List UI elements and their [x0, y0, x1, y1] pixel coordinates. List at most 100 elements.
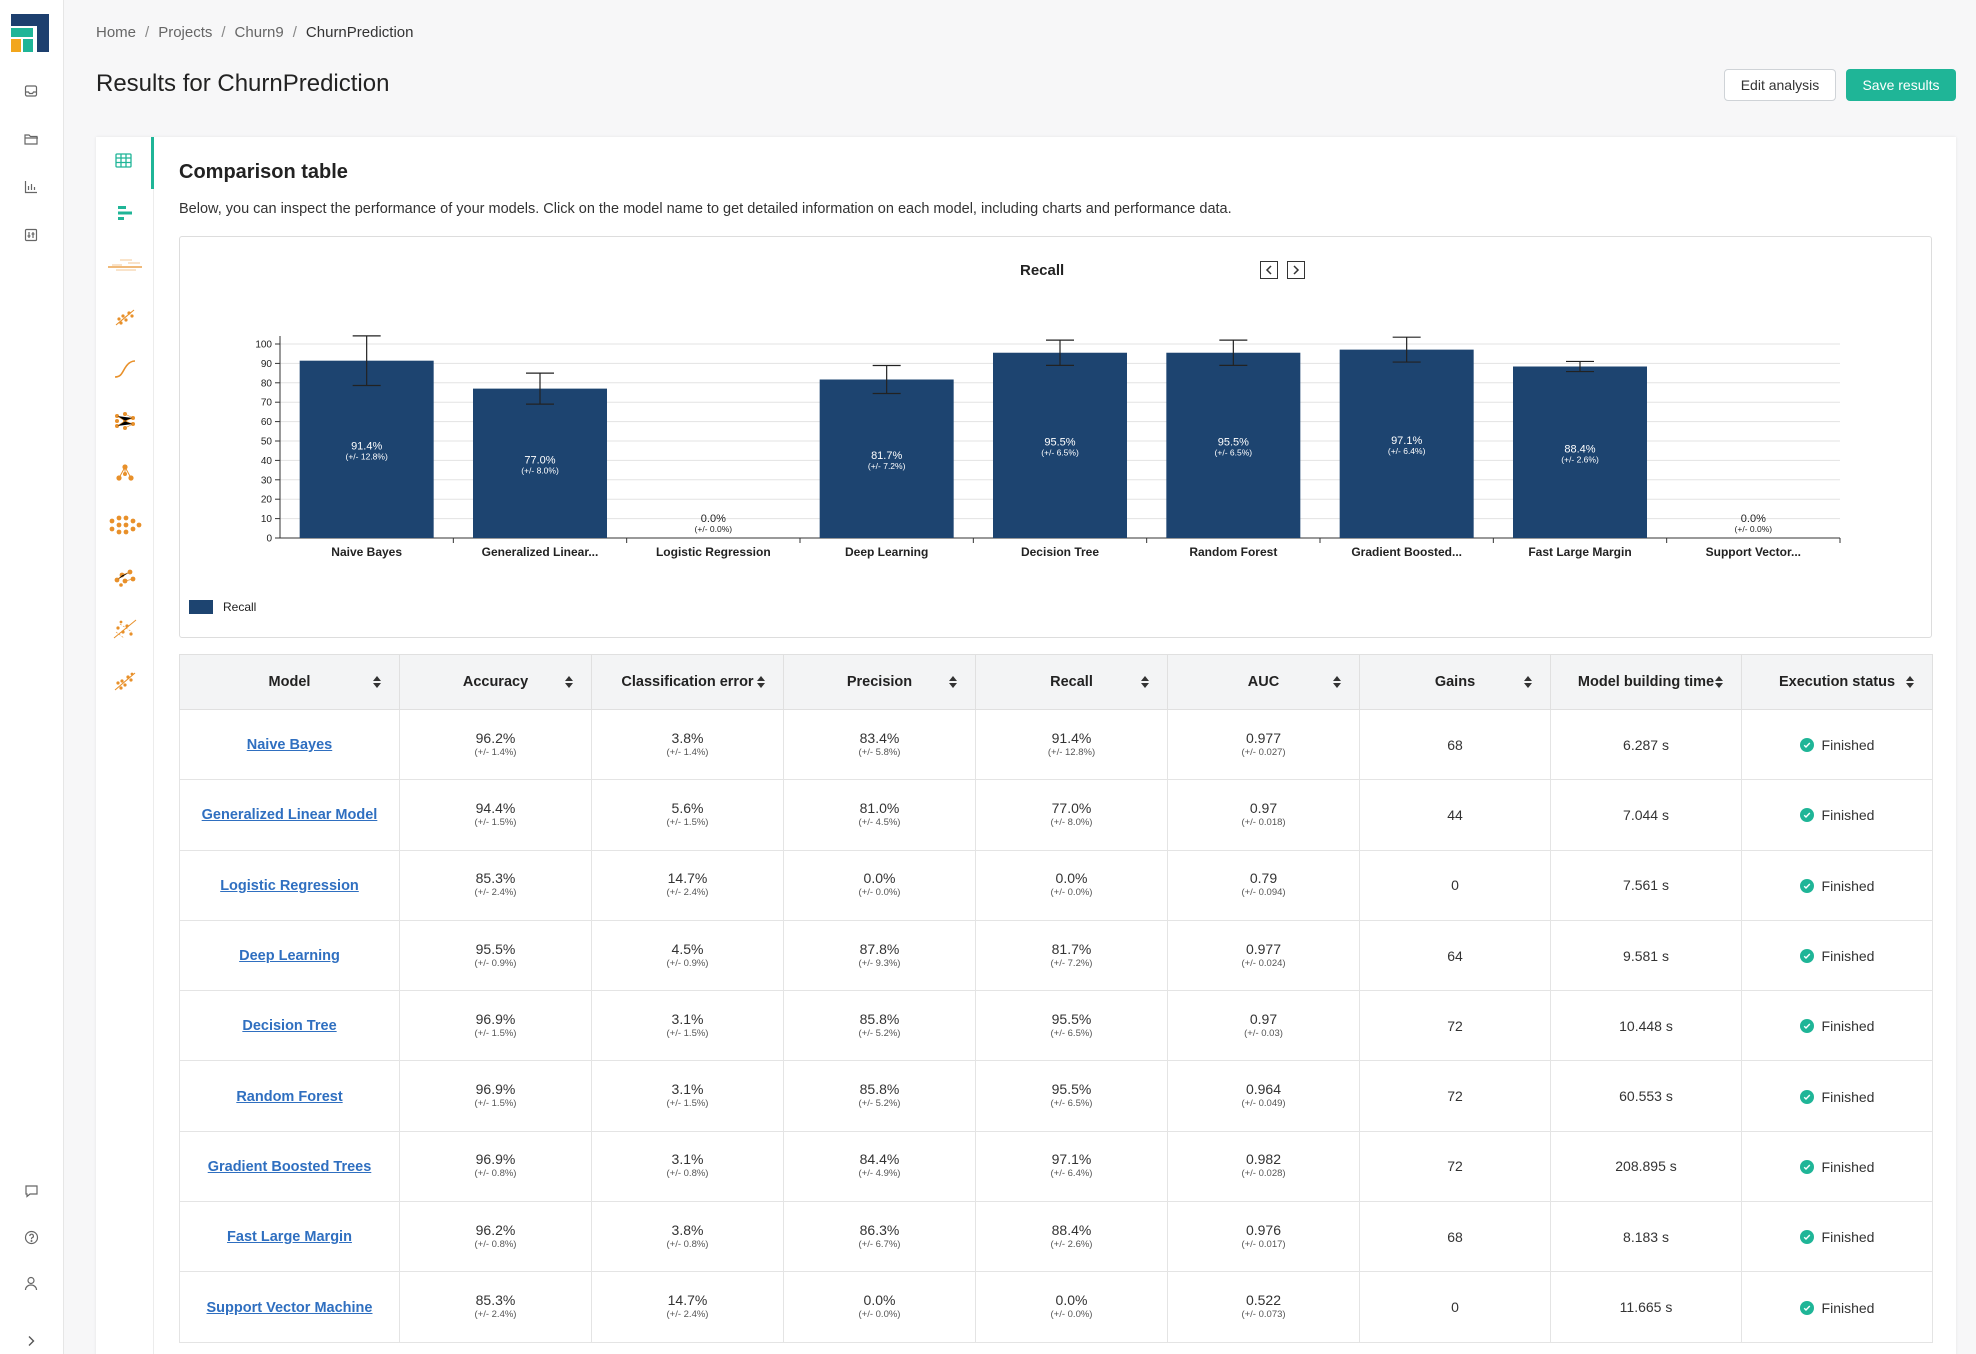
data-label: 91.4%: [351, 440, 382, 452]
inbox-icon[interactable]: [20, 80, 42, 102]
tab-tree[interactable]: [96, 449, 154, 501]
column-header-model[interactable]: Model: [179, 654, 400, 710]
status-text: Finished: [1821, 807, 1875, 824]
sliders-icon[interactable]: [20, 224, 42, 246]
chart-prev-button[interactable]: [1260, 261, 1278, 279]
model-link[interactable]: Support Vector Machine: [206, 1299, 373, 1316]
column-header-auc[interactable]: AUC: [1167, 654, 1360, 710]
sort-icon[interactable]: [373, 676, 381, 688]
column-header-label: Model: [268, 674, 311, 690]
chart-next-button[interactable]: [1287, 261, 1305, 279]
breadcrumb-project[interactable]: Churn9: [234, 24, 284, 41]
breadcrumb-projects[interactable]: Projects: [158, 24, 213, 41]
feedback-icon[interactable]: [20, 1180, 42, 1202]
table-row: Generalized Linear Model 94.4% (+/- 1.5%) 5…: [179, 779, 1933, 851]
tab-network[interactable]: [96, 397, 154, 449]
auc-cell: 0.977 (+/- 0.024): [1167, 919, 1360, 992]
gains-value: 72: [1447, 1088, 1463, 1105]
accuracy-cell: 96.9% (+/- 1.5%): [399, 1060, 592, 1132]
y-tick-label: 10: [261, 514, 273, 525]
model-link[interactable]: Decision Tree: [242, 1018, 337, 1035]
app-logo[interactable]: [11, 14, 49, 52]
model-link[interactable]: Deep Learning: [239, 948, 340, 965]
edit-analysis-button[interactable]: Edit analysis: [1724, 69, 1836, 101]
gains-value: 68: [1447, 736, 1463, 753]
column-header-accuracy[interactable]: Accuracy: [399, 654, 592, 710]
sort-icon[interactable]: [757, 676, 765, 688]
sort-icon[interactable]: [1524, 676, 1532, 688]
chart-title: Recall: [1020, 262, 1065, 279]
model-cell: Generalized Linear Model: [179, 779, 400, 851]
sort-icon[interactable]: [1141, 676, 1149, 688]
time-cell: 10.448 s: [1550, 990, 1742, 1062]
tab-performance-bars[interactable]: [96, 189, 154, 241]
sort-icon[interactable]: [1906, 676, 1914, 688]
model-link[interactable]: Naive Bayes: [246, 737, 333, 754]
tab-comparison-table[interactable]: [96, 137, 154, 189]
check-circle-icon: [1799, 1300, 1814, 1315]
model-cell: Random Forest: [179, 1060, 400, 1132]
accuracy-deviation: (+/- 2.4%): [474, 887, 517, 899]
column-header-gains[interactable]: Gains: [1359, 654, 1551, 710]
time-cell: 60.553 s: [1550, 1060, 1742, 1132]
classification-error-value: 3.1%: [671, 1010, 704, 1027]
column-header-label: Accuracy: [462, 674, 529, 690]
data-label: 0.0%: [1741, 513, 1766, 525]
user-icon[interactable]: [20, 1272, 42, 1294]
column-header-recall[interactable]: Recall: [975, 654, 1168, 710]
accuracy-cell: 96.2% (+/- 1.4%): [399, 708, 592, 781]
tab-scatter[interactable]: [96, 293, 154, 345]
check-circle-icon: [1799, 738, 1814, 753]
recall-value: 95.5%: [1051, 1081, 1092, 1098]
classification-error-deviation: (+/- 1.5%): [666, 816, 709, 828]
accuracy-deviation: (+/- 1.5%): [474, 1027, 517, 1039]
status-cell: Finished: [1741, 919, 1933, 992]
sort-icon[interactable]: [1715, 676, 1723, 688]
folder-icon[interactable]: [20, 128, 42, 150]
breadcrumb-home[interactable]: Home: [96, 24, 137, 41]
x-tick-label: Logistic Regression: [656, 545, 771, 559]
lift-chart-icon: [106, 257, 144, 278]
model-link[interactable]: Logistic Regression: [220, 877, 359, 894]
sort-icon[interactable]: [565, 676, 573, 688]
data-label-error: (+/- 8.0%): [521, 465, 559, 475]
model-link[interactable]: Gradient Boosted Trees: [207, 1158, 372, 1175]
horizontal-bars-icon: [117, 205, 134, 226]
tab-lift-chart[interactable]: [96, 241, 154, 293]
expand-icon[interactable]: [20, 1330, 42, 1352]
precision-cell: 0.0% (+/- 0.0%): [783, 1271, 976, 1343]
accuracy-cell: 96.9% (+/- 1.5%): [399, 990, 592, 1062]
status-badge: Finished: [1799, 1159, 1874, 1175]
precision-deviation: (+/- 0.0%): [858, 887, 901, 899]
column-header-precision[interactable]: Precision: [783, 654, 976, 710]
model-link[interactable]: Random Forest: [236, 1088, 343, 1105]
check-circle-icon: [1799, 808, 1814, 823]
scatter-icon: [114, 307, 136, 332]
model-link[interactable]: Generalized Linear Model: [201, 807, 378, 824]
bar-chart-icon[interactable]: [20, 176, 42, 198]
tab-curve[interactable]: [96, 345, 154, 397]
status-cell: Finished: [1741, 708, 1933, 781]
tab-trees[interactable]: [96, 605, 154, 657]
help-icon[interactable]: [20, 1226, 42, 1248]
sort-icon[interactable]: [949, 676, 957, 688]
tab-scatter-fit[interactable]: [96, 657, 154, 709]
status-cell: Finished: [1741, 1271, 1933, 1343]
model-link[interactable]: Fast Large Margin: [227, 1229, 352, 1246]
save-results-button[interactable]: Save results: [1846, 69, 1956, 101]
recall-deviation: (+/- 7.2%): [1050, 957, 1093, 969]
tab-cluster[interactable]: [96, 553, 154, 605]
x-tick-label: Gradient Boosted...: [1351, 545, 1462, 559]
column-header-classification-error[interactable]: Classification error: [591, 654, 784, 710]
column-header-execution-status[interactable]: Execution status: [1741, 654, 1933, 710]
time-cell: 208.895 s: [1550, 1130, 1742, 1203]
column-header-model-building-time[interactable]: Model building time: [1550, 654, 1742, 710]
accuracy-deviation: (+/- 1.4%): [474, 746, 517, 758]
accuracy-deviation: (+/- 0.8%): [474, 1238, 517, 1250]
data-label: 95.5%: [1218, 436, 1249, 448]
sort-icon[interactable]: [1333, 676, 1341, 688]
x-tick-label: Support Vector...: [1706, 545, 1801, 559]
tab-neural-net[interactable]: [96, 501, 154, 553]
time-cell: 11.665 s: [1550, 1271, 1742, 1343]
results-card: Comparison table Below, you can inspect …: [96, 137, 1956, 1354]
